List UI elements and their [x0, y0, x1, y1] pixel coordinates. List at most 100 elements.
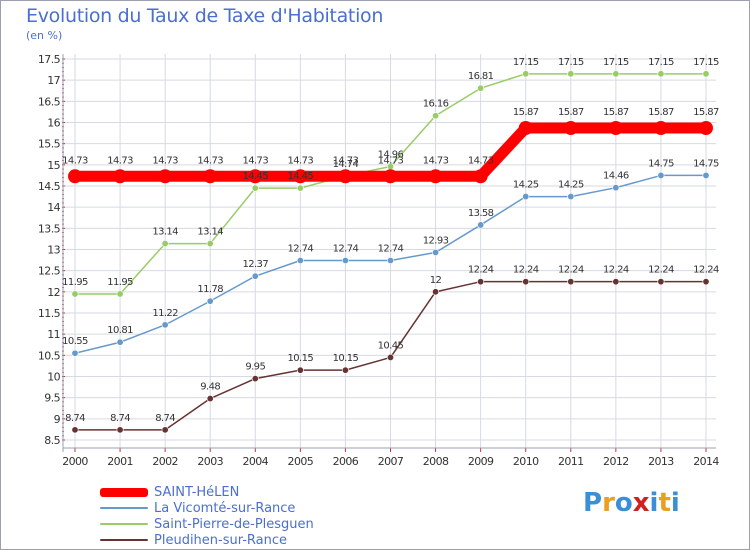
- y-tick-label: 14.5: [38, 180, 61, 193]
- data-point: [563, 121, 578, 136]
- data-label: 15.87: [693, 107, 719, 118]
- data-label: 12.37: [242, 259, 268, 270]
- data-label: 9.48: [200, 382, 220, 393]
- data-point: [113, 169, 128, 184]
- data-label: 13.14: [197, 227, 223, 238]
- data-point: [386, 257, 394, 265]
- data-point: [702, 70, 710, 78]
- data-label: 8.74: [155, 413, 175, 424]
- data-label: 14.73: [378, 155, 404, 166]
- data-label: 16.16: [423, 99, 449, 110]
- data-point: [653, 121, 668, 136]
- data-label: 15.87: [558, 107, 584, 118]
- data-point: [296, 366, 304, 374]
- data-point: [473, 169, 488, 184]
- data-point: [567, 193, 575, 201]
- data-point: [477, 221, 485, 229]
- data-point: [71, 349, 79, 357]
- data-label: 13.14: [152, 227, 178, 238]
- data-label: 14.73: [242, 155, 268, 166]
- series: [68, 70, 713, 434]
- data-point: [432, 248, 440, 256]
- legend-label: La Vicomté-sur-Rance: [154, 500, 296, 516]
- legend-swatch: [100, 487, 148, 497]
- y-tick-label: 10.5: [38, 349, 61, 362]
- data-label: 15.87: [603, 107, 629, 118]
- y-tick-label: 9: [54, 413, 61, 426]
- data-label: 12.93: [423, 235, 449, 246]
- data-point: [699, 121, 713, 136]
- data-point: [612, 70, 620, 78]
- data-label: 14.73: [197, 155, 223, 166]
- y-tick-label: 16: [47, 117, 60, 130]
- logo-letter: t: [658, 488, 671, 518]
- axes: 8.599.51010.51111.51212.51313.51414.5151…: [38, 53, 720, 468]
- data-label: 14.73: [107, 155, 133, 166]
- data-label: 9.95: [245, 362, 265, 373]
- data-point: [612, 184, 620, 192]
- y-tick-label: 12: [47, 286, 60, 299]
- data-label: 14.73: [333, 155, 359, 166]
- x-tick-label: 2001: [107, 455, 133, 468]
- data-label: 14.73: [288, 155, 314, 166]
- data-label: 14.75: [648, 158, 674, 169]
- data-label: 12.24: [468, 265, 494, 276]
- data-point: [432, 288, 440, 296]
- data-point: [251, 184, 259, 192]
- legend-item: Saint-Pierre-de-Plesguen: [100, 516, 314, 532]
- y-tick-label: 9.5: [44, 392, 60, 405]
- logo-letter: o: [614, 488, 633, 518]
- data-label: 15.87: [648, 107, 674, 118]
- y-tick-label: 17.5: [38, 53, 61, 66]
- data-label: 12.24: [648, 265, 674, 276]
- y-tick-label: 10: [47, 371, 60, 384]
- x-tick-label: 2011: [558, 455, 584, 468]
- data-label: 17.15: [513, 57, 539, 68]
- data-point: [612, 278, 620, 286]
- data-point: [518, 121, 533, 136]
- data-label: 14.46: [603, 171, 629, 182]
- y-tick-label: 11.5: [38, 307, 61, 320]
- data-label: 14.45: [242, 171, 268, 182]
- data-point: [116, 338, 124, 346]
- data-label: 11.78: [197, 284, 223, 295]
- legend-swatch: [100, 507, 148, 509]
- data-point: [116, 426, 124, 434]
- data-point: [116, 290, 124, 298]
- data-point: [432, 112, 440, 120]
- data-label: 14.73: [468, 155, 494, 166]
- chart-title: Evolution du Taux de Taxe d'Habitation: [26, 5, 384, 27]
- data-point: [293, 169, 308, 184]
- data-label: 11.95: [107, 277, 133, 288]
- x-tick-label: 2012: [603, 455, 629, 468]
- legend-swatch: [100, 523, 148, 525]
- data-label: 10.55: [62, 336, 88, 347]
- data-label: 14.75: [693, 158, 719, 169]
- line-chart: 8.599.51010.51111.51212.51313.51414.5151…: [38, 53, 720, 468]
- data-point: [251, 375, 259, 383]
- data-label: 12.24: [693, 265, 719, 276]
- data-label: 11.22: [152, 308, 178, 319]
- legend-label: Saint-Pierre-de-Plesguen: [154, 516, 314, 532]
- y-tick-label: 8.5: [44, 434, 60, 447]
- data-label: 12.24: [513, 265, 539, 276]
- data-point: [702, 171, 710, 179]
- y-tick-label: 15: [47, 159, 60, 172]
- logo-letter: i: [649, 488, 659, 518]
- y-tick-label: 12.5: [38, 265, 61, 278]
- y-tick-label: 17: [47, 74, 60, 87]
- legend-item: Pleudihen-sur-Rance: [100, 532, 314, 548]
- data-label: 17.15: [693, 57, 719, 68]
- logo-letter: r: [602, 488, 615, 518]
- data-point: [383, 169, 398, 184]
- data-label: 14.74: [333, 159, 359, 170]
- grid: [63, 54, 716, 448]
- data-point: [248, 169, 263, 184]
- data-point: [341, 366, 349, 374]
- legend-swatch: [100, 539, 148, 541]
- data-label: 12.74: [378, 244, 404, 255]
- data-point: [386, 353, 394, 361]
- chart-subtitle: (en %): [26, 29, 63, 42]
- x-tick-label: 2000: [62, 455, 88, 468]
- data-label: 12: [430, 275, 442, 286]
